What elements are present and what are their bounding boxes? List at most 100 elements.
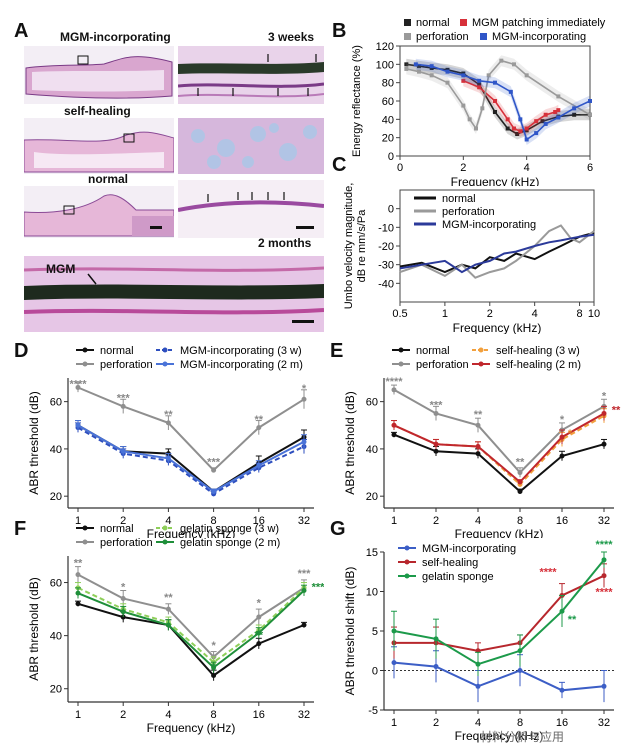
data-point bbox=[601, 557, 607, 563]
label-mgm-incorporating: MGM-incorporating bbox=[60, 30, 171, 44]
data-point bbox=[517, 479, 523, 485]
data-point bbox=[543, 121, 548, 126]
y-axis-label: Energy reflectance (%) bbox=[351, 45, 363, 157]
data-point bbox=[256, 462, 262, 468]
series-line bbox=[399, 224, 595, 279]
y-tick-label: 40 bbox=[50, 631, 62, 643]
y-tick-label: 60 bbox=[50, 397, 62, 409]
significance-marker: *** bbox=[298, 568, 312, 580]
x-tick-label: 8 bbox=[211, 709, 217, 721]
data-point bbox=[475, 683, 481, 689]
x-axis-label: Frequency (kHz) bbox=[147, 527, 236, 538]
data-point bbox=[433, 441, 439, 447]
y-tick-label: 60 bbox=[50, 578, 62, 590]
data-point bbox=[391, 422, 397, 428]
label-two-months: 2 months bbox=[258, 236, 312, 250]
legend-label: perforation bbox=[100, 359, 153, 371]
data-point bbox=[601, 410, 607, 416]
x-tick-label: 2 bbox=[433, 515, 439, 527]
significance-marker: ** bbox=[164, 592, 173, 604]
y-tick-label: 5 bbox=[372, 626, 378, 638]
data-point bbox=[75, 422, 81, 428]
significance-marker: * bbox=[568, 428, 573, 440]
data-point bbox=[572, 112, 577, 117]
label-mgm: MGM bbox=[46, 262, 76, 276]
data-point bbox=[512, 126, 516, 131]
data-point bbox=[559, 687, 565, 693]
panel-letter-e: E bbox=[330, 340, 344, 362]
panel-letter-f: F bbox=[14, 518, 27, 540]
series-line bbox=[77, 602, 305, 677]
series-line bbox=[77, 426, 305, 495]
chart-g-threshold-shift: -5 0 5 10 15 1 2 4 8 16 32 Frequency (kHz) ABR thres… bbox=[344, 539, 614, 743]
data-point bbox=[477, 82, 482, 87]
legend-marker bbox=[404, 559, 410, 565]
panel-letter-g: G bbox=[330, 518, 346, 540]
data-point bbox=[475, 444, 481, 450]
data-point bbox=[433, 448, 439, 454]
data-point bbox=[461, 103, 466, 108]
data-point bbox=[301, 439, 307, 445]
significance-marker: ** bbox=[474, 409, 483, 421]
series-line bbox=[77, 589, 305, 669]
panel-letter-d: D bbox=[14, 340, 29, 362]
panel-letter-b: B bbox=[332, 20, 347, 42]
legend-label: MGM-incorporating bbox=[442, 219, 536, 231]
data-point bbox=[433, 664, 439, 670]
legend-label: perforation bbox=[416, 31, 469, 43]
series-line bbox=[393, 412, 605, 484]
data-point bbox=[211, 672, 217, 678]
data-point bbox=[534, 119, 539, 124]
x-tick-label: 16 bbox=[253, 515, 265, 527]
data-point bbox=[524, 126, 529, 131]
significance-marker: ** bbox=[255, 414, 264, 426]
data-point bbox=[553, 110, 558, 114]
data-point bbox=[559, 434, 565, 440]
x-tick-label: 4 bbox=[524, 162, 530, 174]
data-point bbox=[75, 601, 81, 607]
data-point bbox=[512, 62, 516, 67]
x-tick-label: 2 bbox=[460, 162, 466, 174]
x-tick-label: 1 bbox=[442, 308, 448, 320]
y-axis-label-line: dB re mm/s/Pa bbox=[356, 209, 368, 283]
series-line bbox=[394, 574, 605, 652]
data-point bbox=[474, 126, 478, 131]
significance-marker: ** bbox=[255, 629, 264, 641]
data-point bbox=[120, 448, 126, 454]
data-point bbox=[120, 595, 126, 601]
legend-marker bbox=[404, 545, 410, 551]
y-tick-label: 40 bbox=[50, 444, 62, 456]
y-tick-label: 15 bbox=[366, 547, 378, 559]
legend-label: normal bbox=[442, 193, 476, 205]
legend-label: self-healing bbox=[422, 557, 478, 569]
y-axis-label: ABR threshold (dB) bbox=[28, 577, 41, 680]
x-tick-label: 32 bbox=[298, 709, 310, 721]
data-point bbox=[493, 110, 497, 114]
x-tick-label: 4 bbox=[165, 515, 171, 527]
label-three-weeks: 3 weeks bbox=[268, 30, 315, 44]
series-line bbox=[393, 433, 605, 493]
series-line bbox=[415, 63, 591, 141]
significance-marker: *** bbox=[207, 456, 221, 468]
significance-marker: ** bbox=[516, 456, 525, 468]
significance-marker: * bbox=[211, 640, 216, 652]
legend-label: self-healing (3 w) bbox=[496, 345, 580, 357]
data-point bbox=[601, 441, 607, 447]
x-tick-label: 16 bbox=[253, 709, 265, 721]
data-point bbox=[467, 117, 472, 122]
data-point bbox=[477, 78, 482, 83]
y-tick-label: -5 bbox=[368, 705, 378, 717]
significance-marker: *** bbox=[117, 393, 131, 405]
data-point bbox=[429, 73, 434, 78]
x-axis-label: Frequency (kHz) bbox=[147, 721, 236, 735]
data-point bbox=[556, 94, 561, 99]
y-tick-label: 20 bbox=[50, 684, 62, 696]
histology-self-healing-overview bbox=[24, 118, 174, 174]
legend-marker bbox=[162, 347, 168, 353]
legend-label: normal bbox=[416, 345, 450, 357]
histology-normal-overview bbox=[24, 186, 174, 238]
x-tick-label: 6 bbox=[587, 162, 593, 174]
significance-marker: *** bbox=[312, 582, 324, 594]
x-tick-label: 1 bbox=[75, 515, 81, 527]
plot-frame bbox=[399, 189, 595, 303]
